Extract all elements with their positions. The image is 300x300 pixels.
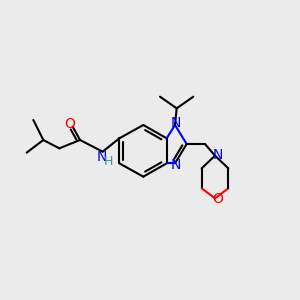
Text: H: H (104, 155, 113, 168)
Text: O: O (213, 192, 224, 206)
Text: N: N (171, 116, 181, 130)
Text: O: O (64, 117, 75, 131)
Text: N: N (97, 150, 107, 164)
Text: N: N (171, 158, 181, 172)
Text: N: N (213, 148, 223, 162)
